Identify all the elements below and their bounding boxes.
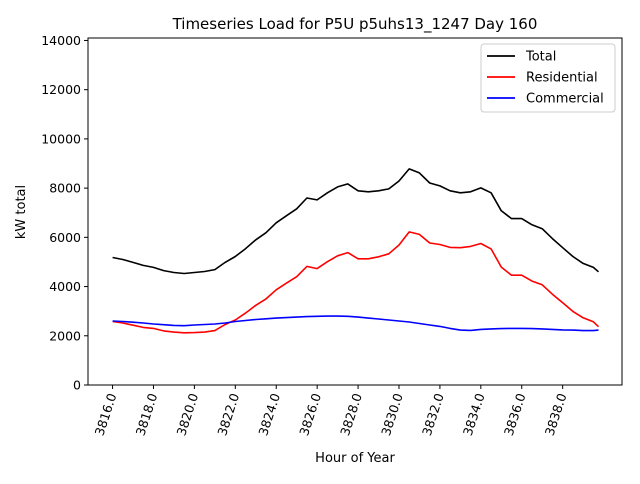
legend: Total Residential Commercial xyxy=(480,43,616,113)
y-axis: 0 2000 4000 6000 8000 10000 12000 14000 xyxy=(41,33,88,393)
y-tick-label: 12000 xyxy=(41,82,81,97)
y-tick-label: 2000 xyxy=(49,328,81,343)
chart-title: Timeseries Load for P5U p5uhs13_1247 Day… xyxy=(172,15,538,34)
legend-label-residential: Residential xyxy=(526,71,598,86)
x-tick-label: 3822.0 xyxy=(214,391,242,437)
x-tick-label: 3820.0 xyxy=(173,391,201,437)
legend-box xyxy=(480,43,616,113)
y-tick-label: 14000 xyxy=(41,33,81,48)
series-layer xyxy=(112,168,600,334)
x-tick-label: 3834.0 xyxy=(460,391,488,437)
plot-frame xyxy=(87,37,623,386)
x-tick-label: 3838.0 xyxy=(542,391,570,437)
x-axis: 3816.0 3818.0 3820.0 3822.0 3824.0 3826.0 3828… xyxy=(92,385,570,438)
x-tick-label: 3824.0 xyxy=(255,391,283,437)
series-line-total xyxy=(112,168,600,275)
series-line-commercial xyxy=(112,315,599,332)
x-tick-label: 3836.0 xyxy=(501,391,529,437)
x-tick-label: 3830.0 xyxy=(378,391,406,437)
series-line-residential xyxy=(112,231,600,334)
x-tick-label: 3828.0 xyxy=(337,391,365,437)
x-tick-label: 3818.0 xyxy=(133,391,161,437)
x-axis-label: Hour of Year xyxy=(315,451,395,466)
x-tick-label: 3826.0 xyxy=(296,391,324,437)
y-tick-label: 6000 xyxy=(49,230,81,245)
y-tick-label: 8000 xyxy=(49,181,81,196)
x-tick-label: 3832.0 xyxy=(419,391,447,437)
legend-label-total: Total xyxy=(525,50,556,65)
legend-label-commercial: Commercial xyxy=(526,92,604,107)
x-tick-label: 3816.0 xyxy=(92,391,120,437)
y-tick-label: 4000 xyxy=(49,279,81,294)
y-tick-label: 0 xyxy=(73,378,81,393)
y-tick-label: 10000 xyxy=(41,131,81,146)
y-axis-label: kW total xyxy=(14,185,29,239)
